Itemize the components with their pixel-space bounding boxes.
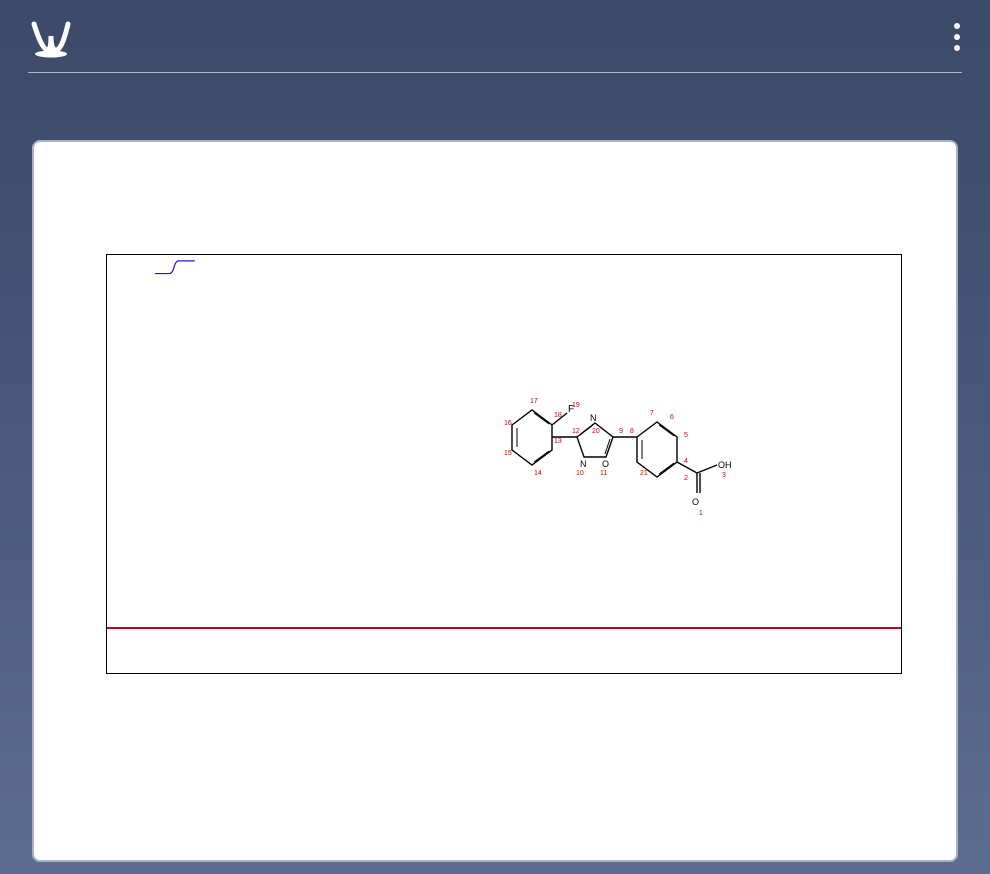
svg-text:3: 3	[722, 472, 726, 479]
nmr-caption	[100, 836, 916, 852]
svg-text:N: N	[580, 459, 587, 469]
svg-text:4: 4	[684, 458, 688, 465]
svg-text:10: 10	[576, 470, 584, 477]
nmr-chart: N N O O OH	[64, 164, 926, 744]
svg-text:13: 13	[554, 438, 562, 445]
svg-text:18: 18	[554, 412, 562, 419]
svg-text:15: 15	[504, 450, 512, 457]
svg-text:19: 19	[572, 402, 580, 409]
svg-text:N: N	[590, 413, 597, 423]
header	[0, 0, 990, 68]
svg-text:7: 7	[650, 410, 654, 417]
chemical-structure: N N O O OH	[472, 355, 732, 535]
menu-icon[interactable]	[954, 23, 960, 51]
spectrum-panel: N N O O OH	[32, 140, 958, 862]
svg-text:8: 8	[630, 428, 634, 435]
svg-text:12: 12	[572, 428, 580, 435]
plot-area: N N O O OH	[106, 254, 902, 674]
svg-text:O: O	[692, 497, 699, 507]
svg-text:OH: OH	[718, 460, 732, 470]
svg-text:5: 5	[684, 432, 688, 439]
header-divider	[28, 72, 962, 73]
svg-text:O: O	[602, 459, 609, 469]
svg-text:20: 20	[592, 428, 600, 435]
baseline	[107, 627, 901, 629]
logo-block	[28, 14, 84, 60]
svg-text:2: 2	[684, 475, 688, 482]
svg-text:11: 11	[600, 470, 607, 477]
svg-text:17: 17	[530, 398, 538, 405]
svg-text:9: 9	[619, 428, 623, 435]
svg-text:16: 16	[504, 420, 512, 427]
svg-text:1: 1	[699, 510, 703, 517]
svg-text:14: 14	[534, 470, 542, 477]
logo-icon	[28, 14, 74, 60]
svg-text:6: 6	[670, 414, 674, 421]
svg-text:21: 21	[640, 470, 648, 477]
integral-curve	[155, 259, 195, 277]
